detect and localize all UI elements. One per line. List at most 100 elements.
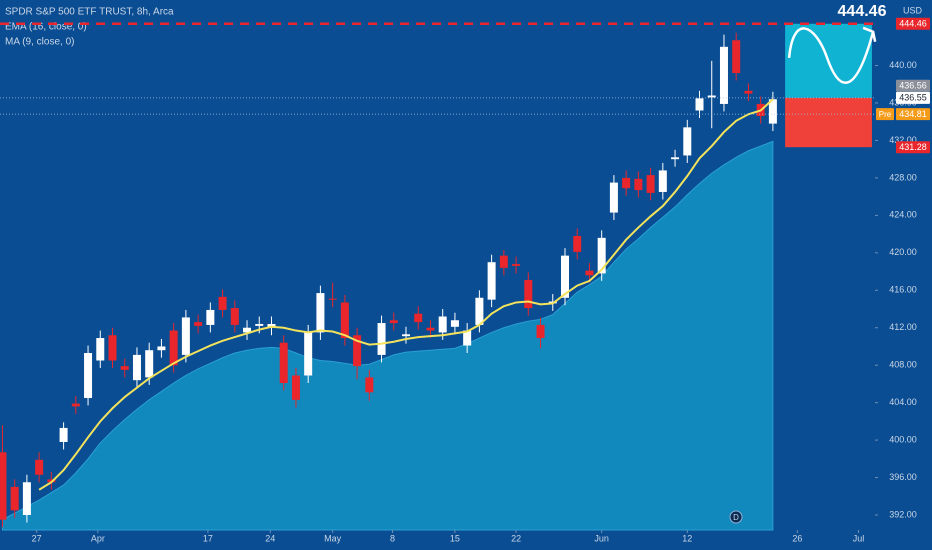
candle-body <box>84 353 93 398</box>
candle-body <box>304 332 313 376</box>
y-tick-label: 392.00 <box>889 509 917 519</box>
candle-body <box>768 99 777 124</box>
candle-body <box>719 46 728 104</box>
candle-body <box>328 298 337 300</box>
x-tick-label: Apr <box>91 533 105 543</box>
candle-body <box>622 177 631 189</box>
price-tag <box>896 141 930 154</box>
chart-title: SPDR S&P 500 ETF TRUST, 8h, Arca <box>5 7 174 18</box>
candle-body <box>402 334 411 337</box>
price-tag-label: 434.81 <box>899 109 927 119</box>
y-tick-label: 428.00 <box>889 172 917 182</box>
y-tick-label: 404.00 <box>889 397 917 407</box>
candle-body <box>463 330 472 346</box>
x-tick-label: 8 <box>390 533 395 543</box>
y-tick-label: 440.00 <box>889 60 917 70</box>
candle-body <box>573 235 582 252</box>
candle-body <box>243 327 252 333</box>
price-tag-prefix-label: Pre <box>879 110 892 119</box>
candle-body <box>10 486 19 511</box>
candle-body <box>96 338 105 361</box>
x-tick-label: May <box>324 533 342 543</box>
candle-body <box>365 377 374 393</box>
price-tag-label: 431.28 <box>899 142 927 152</box>
candle-body <box>353 335 362 367</box>
ema-line <box>38 98 774 491</box>
x-tick-label: 22 <box>511 533 521 543</box>
candle-body <box>524 279 533 309</box>
price-tag-label: 436.56 <box>899 81 927 91</box>
candle-body <box>450 320 459 327</box>
dividend-icon <box>729 510 743 524</box>
currency-label: USD <box>903 5 923 15</box>
price-tag-label: 444.46 <box>899 19 927 29</box>
legend-entry: EMA (16, close, 0) <box>5 22 87 33</box>
candle-body <box>340 302 349 339</box>
forecast-curve <box>787 27 875 84</box>
x-tick-label: 26 <box>792 533 802 543</box>
y-tick-label: 412.00 <box>889 322 917 332</box>
candle-body <box>255 323 264 326</box>
candle-body <box>585 270 594 276</box>
candle-body <box>279 342 288 383</box>
candle-body <box>658 170 667 192</box>
candle-body <box>316 293 325 333</box>
y-tick-label: 416.00 <box>889 285 917 295</box>
target-label: 444.46 <box>838 3 887 20</box>
candle-body <box>707 95 716 98</box>
price-tag <box>896 17 930 30</box>
price-tag <box>896 91 930 104</box>
x-tick-label: 12 <box>682 533 692 543</box>
candle-body <box>512 264 521 266</box>
candle-body <box>499 255 508 268</box>
x-tick-label: 27 <box>32 533 42 543</box>
y-tick-label: 400.00 <box>889 434 917 444</box>
x-tick-label: 15 <box>450 533 460 543</box>
price-tag <box>896 79 930 92</box>
x-tick-label: 17 <box>203 533 213 543</box>
candle-body <box>181 317 190 355</box>
candle-body <box>732 40 741 74</box>
x-tick-label: 24 <box>265 533 275 543</box>
candle-body <box>695 98 704 111</box>
ma-area <box>1 140 774 531</box>
candle-body <box>536 324 545 339</box>
legend-entry: MA (9, close, 0) <box>5 37 74 48</box>
stop-zone <box>785 97 872 148</box>
candle-body <box>744 90 753 94</box>
y-tick-label: 420.00 <box>889 247 917 257</box>
candle-body <box>426 327 435 331</box>
candle-body <box>206 309 215 325</box>
price-tag-label: 436.55 <box>899 93 927 103</box>
candle-body <box>389 320 398 324</box>
candle-body <box>35 459 44 475</box>
x-tick-label: Jul <box>853 533 865 543</box>
candle-body <box>560 255 569 298</box>
candle-body <box>0 452 7 520</box>
candle-body <box>230 308 239 325</box>
price-tag <box>896 108 930 121</box>
candle-body <box>646 175 655 193</box>
candle-body <box>377 323 386 355</box>
candle-body <box>291 375 300 400</box>
candle-body <box>683 127 692 156</box>
y-tick-label: 424.00 <box>889 210 917 220</box>
candle-body <box>71 403 80 407</box>
candle-body <box>487 262 496 300</box>
y-tick-label: 408.00 <box>889 360 917 370</box>
candle-body <box>671 157 680 160</box>
candle-body <box>634 178 643 191</box>
y-tick-label: 432.00 <box>889 135 917 145</box>
candle-body <box>414 313 423 323</box>
forecast-arrow <box>862 26 877 43</box>
price-tag-prefix <box>876 108 894 121</box>
candle-body <box>597 237 606 274</box>
dividend-icon-letter: D <box>733 513 739 522</box>
candle-body <box>59 427 68 442</box>
candle-body <box>438 316 447 333</box>
candle-body <box>609 182 618 213</box>
x-tick-label: Jun <box>594 533 609 543</box>
candle-body <box>108 335 117 361</box>
candle-body <box>132 354 141 381</box>
